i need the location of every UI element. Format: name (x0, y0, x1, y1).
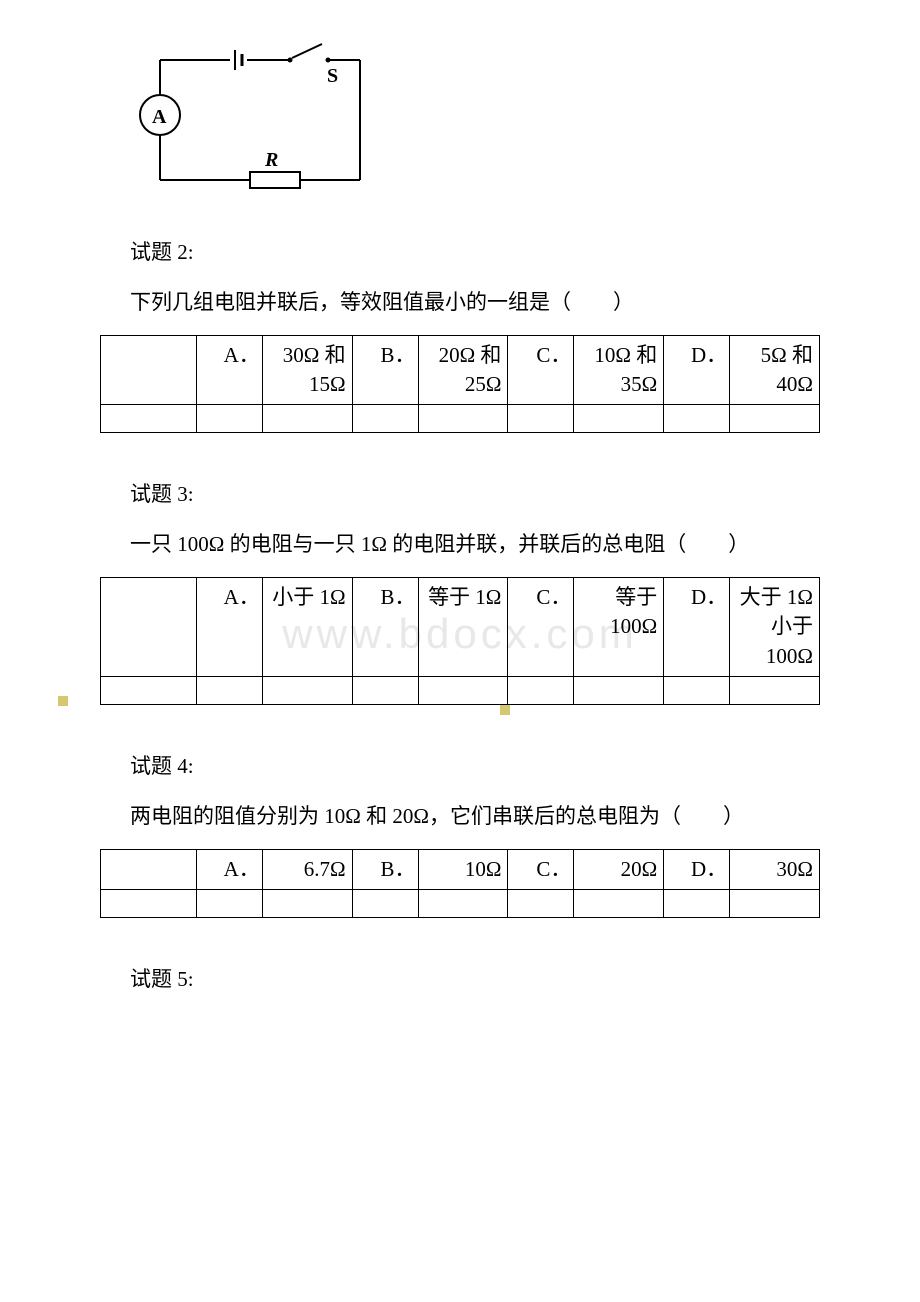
question-2-options-table: A． 30Ω 和15Ω B． 20Ω 和25Ω C． 10Ω 和35Ω D． 5… (100, 335, 820, 434)
question-4-options-table: A． 6.7Ω B． 10Ω C． 20Ω D． 30Ω (100, 849, 820, 918)
table-cell-empty (508, 890, 574, 918)
table-cell-empty (352, 405, 418, 433)
highlight-marker-2 (500, 705, 510, 715)
table-cell-blank (101, 577, 197, 676)
option-letter: C． (508, 577, 574, 676)
option-letter: D． (664, 577, 730, 676)
table-cell-empty (664, 405, 730, 433)
highlight-marker-1 (58, 696, 68, 706)
table-cell-blank (101, 335, 197, 405)
table-cell-empty (196, 890, 262, 918)
option-letter: A． (196, 577, 262, 676)
option-letter: B． (352, 849, 418, 889)
question-2-text: 下列几组电阻并联后，等效阻值最小的一组是（ ） (130, 286, 870, 320)
table-cell-empty (352, 890, 418, 918)
table-cell-empty (101, 405, 197, 433)
table-cell-empty (418, 677, 508, 705)
table-cell-empty (352, 677, 418, 705)
table-cell-empty (101, 677, 197, 705)
option-answer: 30Ω 和15Ω (262, 335, 352, 405)
option-answer: 10Ω (418, 849, 508, 889)
table-cell-empty (262, 890, 352, 918)
option-answer: 等于 1Ω (418, 577, 508, 676)
svg-text:A: A (152, 106, 167, 128)
table-cell-empty (730, 890, 820, 918)
option-letter: C． (508, 849, 574, 889)
table-cell-empty (262, 405, 352, 433)
circuit-diagram: S R A (130, 40, 870, 206)
question-4-text: 两电阻的阻值分别为 10Ω 和 20Ω，它们串联后的总电阻为（ ） (50, 800, 870, 834)
option-answer: 等于 100Ω (574, 577, 664, 676)
table-cell-empty (101, 890, 197, 918)
option-answer: 30Ω (730, 849, 820, 889)
option-letter: A． (196, 849, 262, 889)
table-cell-empty (196, 677, 262, 705)
svg-text:S: S (327, 65, 338, 87)
question-4-label: 试题 4: (130, 750, 870, 780)
option-answer: 小于 1Ω (262, 577, 352, 676)
table-cell-empty (262, 677, 352, 705)
table-cell-empty (574, 405, 664, 433)
table-cell-empty (196, 405, 262, 433)
table-cell-empty (508, 677, 574, 705)
option-answer: 10Ω 和35Ω (574, 335, 664, 405)
question-3-text: 一只 100Ω 的电阻与一只 1Ω 的电阻并联，并联后的总电阻（ ） (50, 528, 870, 562)
option-letter: B． (352, 335, 418, 405)
question-2-label: 试题 2: (130, 236, 870, 266)
option-answer: 5Ω 和40Ω (730, 335, 820, 405)
table-cell-empty (664, 890, 730, 918)
table-cell-blank (101, 849, 197, 889)
question-3-label: 试题 3: (130, 478, 870, 508)
option-letter: B． (352, 577, 418, 676)
table-cell-empty (508, 405, 574, 433)
table-cell-empty (730, 677, 820, 705)
option-answer: 20Ω (574, 849, 664, 889)
table-cell-empty (418, 405, 508, 433)
table-cell-empty (574, 890, 664, 918)
option-answer: 6.7Ω (262, 849, 352, 889)
question-5-label: 试题 5: (130, 963, 870, 993)
option-answer: 大于 1Ω小于100Ω (730, 577, 820, 676)
svg-text:R: R (264, 149, 278, 171)
option-letter: D． (664, 335, 730, 405)
option-letter: D． (664, 849, 730, 889)
table-cell-empty (730, 405, 820, 433)
question-3-options-table: A． 小于 1Ω B． 等于 1Ω C． 等于 100Ω D． 大于 1Ω小于1… (100, 577, 820, 705)
table-cell-empty (574, 677, 664, 705)
table-cell-empty (418, 890, 508, 918)
option-letter: A． (196, 335, 262, 405)
option-letter: C． (508, 335, 574, 405)
option-answer: 20Ω 和25Ω (418, 335, 508, 405)
table-cell-empty (664, 677, 730, 705)
